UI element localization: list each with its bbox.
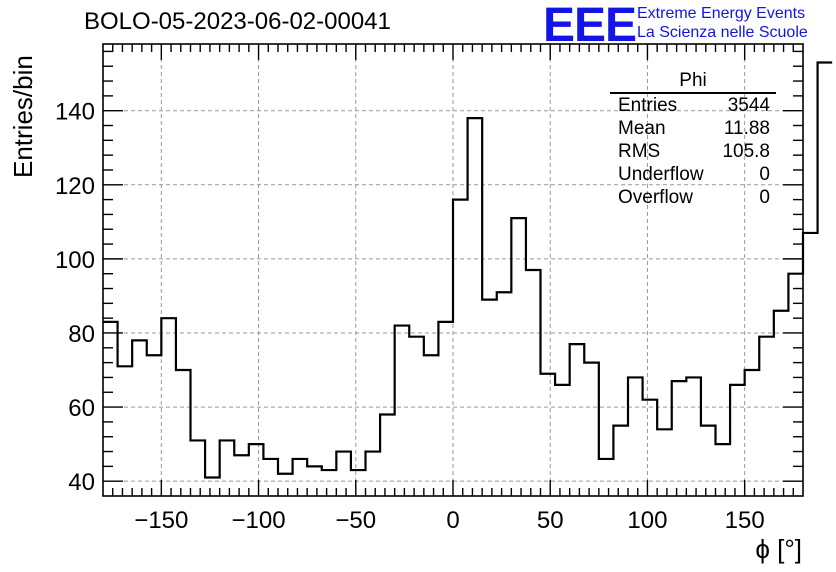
y-tick-label: 140 bbox=[55, 99, 95, 126]
y-tick-label: 100 bbox=[55, 247, 95, 274]
stats-row: Overflow 0 bbox=[610, 186, 776, 209]
stats-row: Underflow 0 bbox=[610, 163, 776, 186]
stats-label: Entries bbox=[618, 95, 678, 116]
x-tick-label: 100 bbox=[627, 507, 667, 534]
y-tick-label: 80 bbox=[68, 321, 95, 348]
logo-line-2: La Scienza nelle Scuole bbox=[637, 24, 808, 41]
eee-logo: EEE bbox=[543, 0, 637, 52]
stats-value: 0 bbox=[759, 164, 770, 185]
tick-labels: −150 −100 −50 0 50 100 150 40 60 80 100 120 140 bbox=[55, 99, 765, 534]
stats-value: 0 bbox=[759, 187, 770, 208]
axis-ticks bbox=[103, 44, 803, 496]
stats-row: Entries 3544 bbox=[610, 94, 776, 117]
y-tick-label: 40 bbox=[68, 469, 95, 496]
stats-label: Underflow bbox=[618, 164, 704, 185]
stats-label: Overflow bbox=[618, 187, 693, 208]
x-tick-label: −50 bbox=[335, 507, 376, 534]
y-axis-label: Entries/bin bbox=[8, 55, 38, 178]
x-tick-label: −100 bbox=[232, 507, 286, 534]
stats-row: RMS 105.8 bbox=[610, 140, 776, 163]
y-tick-label: 120 bbox=[55, 173, 95, 200]
logo-line-1: Extreme Energy Events bbox=[637, 5, 806, 22]
y-tick-label: 60 bbox=[68, 395, 95, 422]
stats-title: Phi bbox=[610, 70, 776, 94]
logo-caption: Extreme Energy Events La Scienza nelle S… bbox=[637, 4, 808, 42]
x-tick-label: −150 bbox=[134, 507, 188, 534]
stats-label: Mean bbox=[618, 118, 666, 139]
stats-box: Phi Entries 3544 Mean 11.88 RMS 105.8 Un… bbox=[610, 70, 776, 209]
histogram-outline bbox=[103, 61, 833, 479]
stats-value: 105.8 bbox=[722, 141, 770, 162]
stats-value: 3544 bbox=[727, 95, 770, 116]
x-axis-label: ϕ [°] bbox=[755, 534, 802, 564]
stats-label: RMS bbox=[618, 141, 661, 162]
stats-value: 11.88 bbox=[723, 118, 770, 139]
x-tick-label: 50 bbox=[537, 507, 564, 534]
y-axis-label-box: Entries/bin bbox=[2, 55, 42, 178]
run-title: BOLO-05-2023-06-02-00041 bbox=[84, 8, 391, 35]
x-tick-label: 150 bbox=[725, 507, 765, 534]
x-tick-label: 0 bbox=[446, 507, 459, 534]
stats-row: Mean 11.88 bbox=[610, 117, 776, 140]
